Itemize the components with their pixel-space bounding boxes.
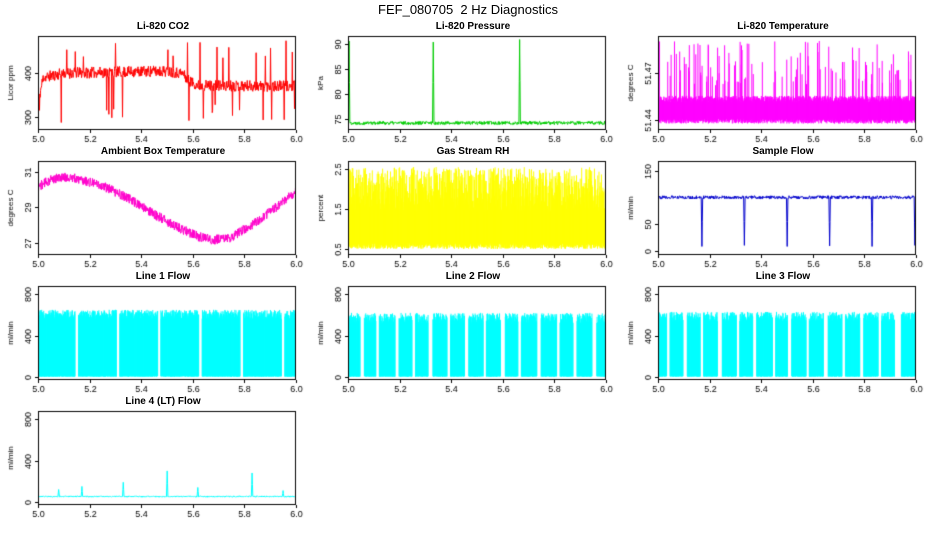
li820-co2-canvas <box>2 33 304 145</box>
plot-title: Li-820 CO2 <box>136 21 190 32</box>
plot-title: Ambient Box Temperature <box>100 146 226 157</box>
gas-stream-rh-canvas <box>312 158 614 270</box>
plot-ambient-box-temperature: Ambient Box Temperature <box>2 145 312 270</box>
line4-lt-flow-canvas <box>2 408 304 520</box>
plot-line2-flow: Line 2 Flow <box>312 270 622 395</box>
plot-grid: Li-820 CO2 Li-820 Pressure Li-820 Temper… <box>0 20 936 520</box>
plot-li820-pressure: Li-820 Pressure <box>312 20 622 145</box>
plot-gas-stream-rh: Gas Stream RH <box>312 145 622 270</box>
line3-flow-canvas <box>622 283 924 395</box>
plot-title: Line 2 Flow <box>445 271 501 282</box>
plot-title: Line 3 Flow <box>755 271 811 282</box>
plot-title: Gas Stream RH <box>436 146 510 157</box>
plot-title: Line 4 (LT) Flow <box>125 396 201 407</box>
plot-li820-temperature: Li-820 Temperature <box>622 20 932 145</box>
plot-title: Sample Flow <box>752 146 814 157</box>
plot-line1-flow: Line 1 Flow <box>2 270 312 395</box>
line2-flow-canvas <box>312 283 614 395</box>
plot-line3-flow: Line 3 Flow <box>622 270 932 395</box>
plot-title: Line 1 Flow <box>135 271 191 282</box>
sample-flow-canvas <box>622 158 924 270</box>
plot-li820-co2: Li-820 CO2 <box>2 20 312 145</box>
page-title: FEF_080705 2 Hz Diagnostics <box>378 2 558 17</box>
plot-title: Li-820 Temperature <box>737 21 829 32</box>
li820-temperature-canvas <box>622 33 924 145</box>
plot-sample-flow: Sample Flow <box>622 145 932 270</box>
line1-flow-canvas <box>2 283 304 395</box>
plot-line4-lt-flow: Line 4 (LT) Flow <box>2 395 312 520</box>
ambient-box-temperature-canvas <box>2 158 304 270</box>
li820-pressure-canvas <box>312 33 614 145</box>
plot-title: Li-820 Pressure <box>435 21 511 32</box>
